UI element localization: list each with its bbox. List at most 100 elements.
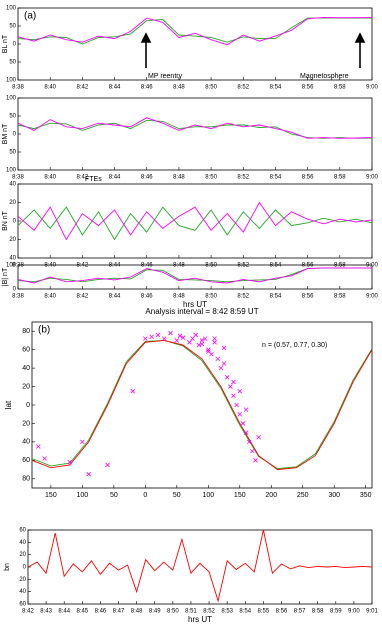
y-axis-label: bn xyxy=(4,563,11,571)
data-point xyxy=(199,338,205,343)
y-axis-label: BN nT xyxy=(2,210,9,231)
y-tick-label: 100 xyxy=(6,263,17,269)
x-tick-label: 0 xyxy=(143,492,147,499)
data-point xyxy=(202,336,208,341)
annotation: MP reentry xyxy=(148,73,183,80)
x-tick-label: 8:56 xyxy=(302,294,314,300)
y-tick-label: 60 xyxy=(22,347,30,354)
annotation: FTEs xyxy=(85,176,102,183)
x-tick-label: 8:52 xyxy=(203,609,215,615)
x-tick-label: 8:52 xyxy=(237,294,249,300)
data-line xyxy=(17,267,373,284)
y-axis-label: BM nT xyxy=(2,123,9,144)
data-point xyxy=(221,345,227,351)
x-tick-label: 8:42 xyxy=(77,263,89,269)
data-point xyxy=(174,338,180,343)
x-tick-label: 150 xyxy=(45,492,57,499)
data-point xyxy=(42,456,47,461)
data-line xyxy=(27,529,373,603)
x-tick-label: 8:58 xyxy=(334,85,346,91)
data-point xyxy=(86,471,91,477)
data-point xyxy=(206,347,211,352)
x-tick-label: 8:52 xyxy=(237,263,249,269)
x-tick-label: 150 xyxy=(234,492,246,499)
x-tick-label: 8:58 xyxy=(334,263,346,269)
x-tick-label: 100 xyxy=(202,492,214,499)
data-point xyxy=(190,336,195,341)
data-line xyxy=(17,16,373,46)
x-tick-label: 8:53 xyxy=(221,609,233,615)
y-axis-label: lat xyxy=(4,400,13,409)
x-tick-label: 8:52 xyxy=(237,175,249,181)
data-point xyxy=(193,332,198,338)
data-point xyxy=(240,421,246,426)
data-line xyxy=(31,339,373,470)
x-tick-label: 8:42 xyxy=(77,85,89,91)
x-tick-label: 250 xyxy=(297,492,309,499)
y-tick-label: 40 xyxy=(9,182,16,188)
x-tick-label: 8:44 xyxy=(58,609,70,615)
y-tick-label: 20 xyxy=(9,237,16,243)
y-tick-label: 50 xyxy=(9,114,16,120)
data-point xyxy=(36,444,41,449)
y-tick-label: 40 xyxy=(22,365,30,372)
y-tick-label: 0 xyxy=(13,287,17,293)
x-tick-label: 8:50 xyxy=(205,85,217,91)
y-tick-label: 100 xyxy=(6,78,17,84)
x-tick-label: 8:55 xyxy=(258,609,270,615)
arrows xyxy=(140,32,366,68)
x-tick-label: 8:46 xyxy=(95,609,107,615)
y-tick-label: 0 xyxy=(13,219,17,225)
annotation: n = (0.57, 0.77, 0.30) xyxy=(262,342,327,349)
data-point xyxy=(67,459,73,465)
x-tick-label: 8:56 xyxy=(276,609,288,615)
x-tick-label: 8:48 xyxy=(131,609,143,615)
y-tick-label: 20 xyxy=(19,552,26,558)
data-point xyxy=(143,336,148,341)
y-tick-label: 60 xyxy=(19,528,26,534)
x-tick-label: 200 xyxy=(265,492,277,499)
x-tick-label: 300 xyxy=(328,492,340,499)
y-tick-label: 20 xyxy=(9,200,16,206)
x-tick-label: 8:56 xyxy=(302,175,314,181)
y-tick-label: 100 xyxy=(6,168,17,174)
x-tick-label: 8:54 xyxy=(270,85,282,91)
x-tick-label: 8:38 xyxy=(12,85,24,91)
y-tick-label: 20 xyxy=(22,383,30,390)
x-tick-label: 8:45 xyxy=(76,609,88,615)
data-point xyxy=(161,336,167,341)
x-tick-label: 8:40 xyxy=(44,263,56,269)
y-tick-label: 80 xyxy=(22,476,30,483)
x-tick-label: 8:59 xyxy=(330,609,342,615)
x-tick-label: 8:44 xyxy=(109,263,121,269)
x-tick-label: 8:50 xyxy=(167,609,179,615)
data-point xyxy=(243,407,249,412)
data-point xyxy=(80,439,85,445)
y-tick-label: 50 xyxy=(9,24,16,30)
data-point xyxy=(224,375,230,380)
x-tick-label: 9:00 xyxy=(366,294,378,300)
y-tick-label: 40 xyxy=(22,439,30,446)
x-axis-label: hrs UT xyxy=(188,615,212,624)
x-tick-label: 8:44 xyxy=(109,85,121,91)
data-point xyxy=(155,332,161,338)
data-point xyxy=(256,434,261,440)
x-tick-label: 350 xyxy=(360,492,372,499)
data-point xyxy=(177,333,183,339)
x-tick-label: 8:52 xyxy=(237,85,249,91)
x-tick-label: 9:01 xyxy=(366,609,378,615)
x-tick-label: 8:44 xyxy=(109,294,121,300)
x-tick-label: 8:43 xyxy=(40,609,52,615)
data-point xyxy=(231,393,236,399)
y-tick-label: 40 xyxy=(9,256,16,262)
plot-frame xyxy=(17,97,373,171)
x-tick-label: 8:46 xyxy=(141,85,153,91)
x-tick-label: 8:50 xyxy=(205,263,217,269)
y-tick-label: 40 xyxy=(19,540,26,546)
x-tick-label: 8:54 xyxy=(270,175,282,181)
data-point xyxy=(237,411,243,417)
x-tick-label: 8:48 xyxy=(173,263,185,269)
data-point xyxy=(196,342,202,348)
x-tick-label: 8:48 xyxy=(173,294,185,300)
